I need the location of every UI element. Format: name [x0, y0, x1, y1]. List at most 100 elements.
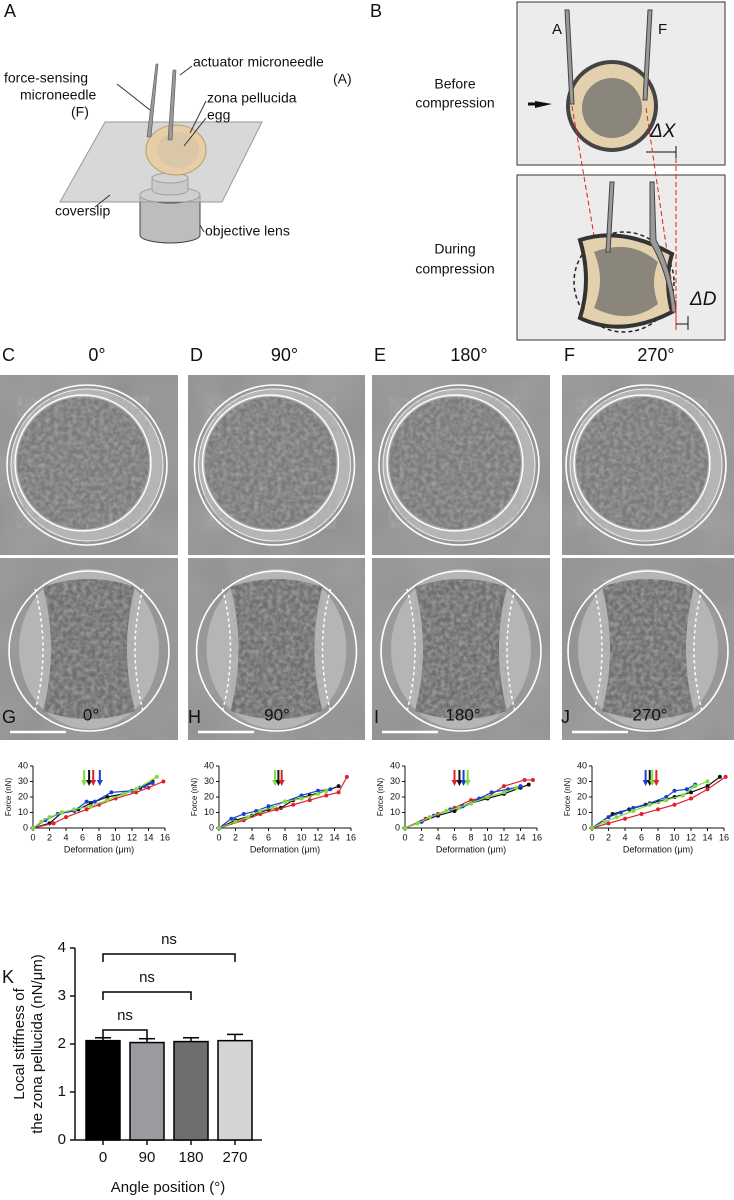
x-axis-label: Deformation (μm) — [436, 844, 506, 854]
label: ΔX — [649, 121, 677, 142]
x-tick-label: 6 — [639, 832, 644, 842]
x-tick-label: 14 — [143, 832, 153, 842]
egg-texture — [230, 579, 323, 719]
x-tick-label: 14 — [702, 832, 712, 842]
data-point — [266, 804, 271, 809]
data-point — [64, 815, 68, 820]
data-point — [154, 774, 159, 779]
panel-label: E — [374, 345, 386, 365]
x-tick-label: 8 — [282, 832, 287, 842]
panel-label: H — [188, 707, 201, 727]
arrow-head — [81, 780, 88, 786]
label: During — [434, 241, 475, 257]
arrow-head — [278, 780, 285, 786]
data-point — [664, 798, 669, 803]
dashed-outline — [34, 588, 44, 712]
x-tick-label: 10 — [482, 832, 492, 842]
arrow-head — [464, 780, 471, 786]
x-tick-label: 10 — [669, 832, 679, 842]
data-point — [291, 802, 296, 807]
y-axis-label: Force (nN) — [4, 778, 13, 817]
data-point — [469, 798, 473, 803]
data-point — [39, 819, 44, 824]
bar — [129, 1041, 165, 1141]
y-tick-label: 40 — [18, 760, 28, 770]
x-tick-label: 90 — [139, 1149, 156, 1166]
data-point — [680, 793, 685, 798]
data-point — [336, 784, 341, 789]
y-axis-label: Force (nN) — [563, 778, 572, 817]
data-point — [258, 808, 263, 813]
x-tick-label: 16 — [719, 832, 729, 842]
panel-label: D — [190, 345, 203, 365]
panel-label: K — [2, 967, 14, 987]
data-point — [92, 799, 97, 804]
x-tick-label: 4 — [435, 832, 440, 842]
y-tick-label: 0 — [58, 1131, 66, 1148]
data-point — [283, 799, 287, 804]
data-point — [88, 804, 93, 809]
significance-bracket — [102, 1029, 148, 1038]
leader — [179, 65, 193, 76]
series-line — [32, 776, 158, 829]
label: B — [370, 1, 382, 21]
egg-texture — [415, 579, 507, 719]
data-point — [229, 816, 234, 821]
arrow-head — [96, 780, 103, 786]
data-point — [614, 815, 619, 820]
outline — [567, 570, 729, 732]
data-point — [618, 810, 623, 815]
y-tick-label: 0 — [395, 822, 400, 832]
x-tick-label: 270 — [222, 1149, 247, 1166]
data-point — [241, 812, 246, 817]
arrow-head — [649, 780, 656, 786]
chart-title: 0° — [83, 705, 99, 724]
egg-texture — [602, 579, 694, 719]
label: force-sensing — [4, 70, 88, 86]
data-point — [502, 790, 506, 795]
data-point — [606, 821, 611, 826]
chart-title: 270° — [632, 705, 667, 724]
y-tick-label: 20 — [577, 791, 587, 801]
egg-texture — [576, 397, 708, 529]
arrow-head — [653, 780, 660, 786]
y-tick-label: 4 — [58, 939, 66, 956]
x-tick-label: 2 — [233, 832, 238, 842]
data-point — [109, 790, 114, 795]
egg-before — [582, 78, 642, 138]
y-tick-label: 40 — [390, 760, 400, 770]
arrow-head — [456, 780, 463, 786]
needle-a-during — [605, 181, 615, 253]
data-point — [270, 805, 275, 810]
egg-texture — [204, 397, 337, 529]
y-axis-label: the zona pellucida (nN/μm) — [29, 954, 46, 1134]
dashed-outline — [593, 588, 603, 712]
arrow-head — [86, 780, 93, 786]
data-point — [684, 787, 689, 792]
x-tick-label: 180 — [178, 1149, 203, 1166]
data-point — [324, 793, 329, 798]
data-point — [84, 799, 89, 804]
label: A — [4, 1, 16, 21]
arrow-head — [460, 780, 467, 786]
x-tick-label: 4 — [63, 832, 68, 842]
label: compression — [415, 261, 494, 277]
y-axis-label: Force (nN) — [190, 778, 199, 817]
data-point — [84, 807, 89, 812]
data-point — [344, 774, 349, 779]
y-tick-label: 3 — [58, 987, 66, 1004]
data-point — [415, 821, 420, 826]
series-line — [404, 784, 529, 829]
y-tick-label: 20 — [204, 791, 214, 801]
data-point — [233, 819, 238, 824]
data-point — [150, 781, 155, 786]
panel-label: C — [2, 345, 15, 365]
x-tick-label: 0 — [589, 832, 594, 842]
data-point — [647, 802, 652, 807]
x-tick-label: 0 — [99, 1149, 107, 1166]
data-point — [522, 777, 527, 782]
outline — [6, 384, 168, 546]
diagram-b: B A F Before compression ΔX ΔD During co… — [370, 1, 726, 341]
